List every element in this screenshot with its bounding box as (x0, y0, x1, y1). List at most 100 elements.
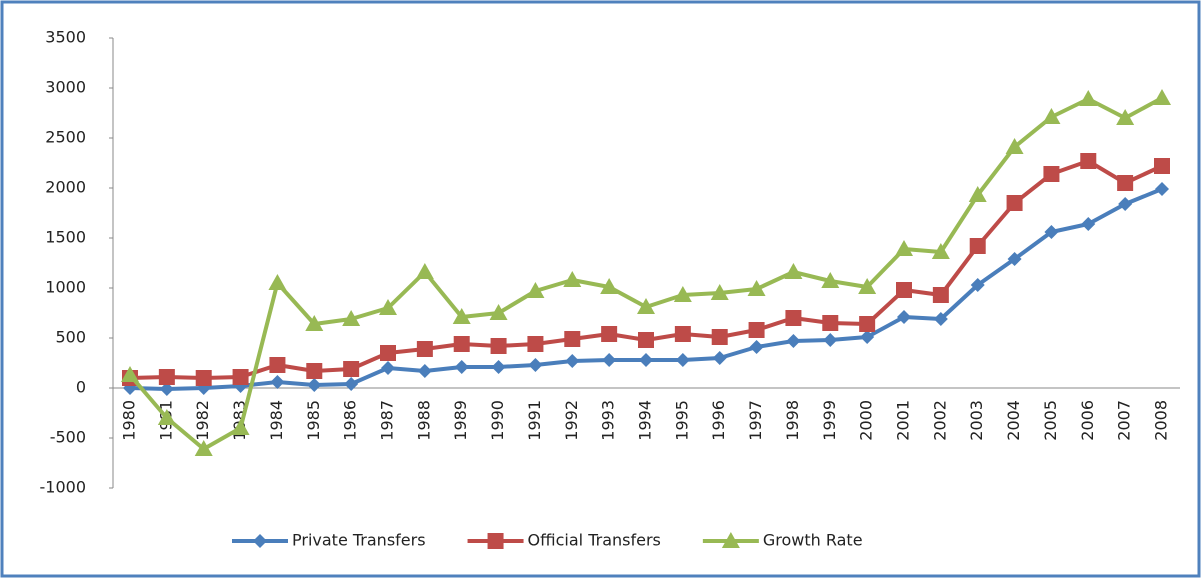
data-point (415, 263, 434, 279)
data-point (307, 378, 322, 392)
data-point (932, 287, 949, 303)
x-tick-label: 1991 (525, 400, 544, 441)
x-tick-label: 1997 (746, 400, 765, 441)
data-point (526, 282, 545, 298)
data-point (931, 243, 950, 259)
data-point (748, 322, 765, 338)
x-tick-label: 1980 (120, 400, 139, 441)
data-point (822, 315, 839, 331)
data-point (344, 377, 359, 391)
data-point (159, 382, 174, 396)
data-point (1006, 195, 1023, 211)
data-point (1044, 225, 1059, 239)
data-point (710, 284, 729, 300)
data-point (564, 331, 581, 347)
x-tick-label: 1985 (304, 400, 323, 441)
y-tick-label: 500 (55, 328, 86, 347)
data-point (232, 369, 249, 385)
x-tick-label: 1996 (709, 400, 728, 441)
data-point (380, 345, 396, 361)
data-point (527, 336, 544, 352)
data-point (786, 334, 801, 348)
legend-label: Official Transfers (528, 531, 661, 550)
data-point (453, 336, 470, 352)
data-point (747, 280, 766, 296)
data-point (858, 278, 877, 294)
y-tick-label: 0 (76, 378, 86, 397)
data-point (1080, 153, 1097, 169)
data-point (859, 316, 876, 332)
y-tick-label: -500 (50, 428, 86, 447)
x-tick-label: 2008 (1152, 400, 1171, 441)
x-tick-label: 1999 (820, 400, 839, 441)
data-point (270, 375, 285, 389)
data-point (416, 341, 433, 357)
x-tick-label: 1990 (488, 400, 507, 441)
x-tick-label: 1993 (599, 400, 618, 441)
data-point (342, 310, 361, 326)
data-point (343, 361, 360, 377)
y-tick-label: 2500 (45, 128, 86, 147)
data-point (637, 298, 655, 314)
data-point (675, 353, 690, 367)
x-tick-label: 1982 (193, 400, 212, 441)
data-point (1081, 217, 1096, 231)
data-point (823, 333, 838, 347)
data-point (489, 304, 508, 320)
legend-marker (253, 534, 267, 548)
data-point (381, 361, 395, 375)
x-tick-label: 2001 (894, 400, 913, 441)
x-tick-label: 1984 (267, 400, 286, 441)
x-tick-label: 1998 (783, 400, 802, 441)
x-tick-label: 2004 (1004, 400, 1023, 441)
data-point (305, 315, 324, 331)
data-point (674, 326, 691, 342)
data-point (452, 308, 471, 324)
data-point (711, 329, 728, 345)
data-point (1154, 158, 1170, 174)
data-point (673, 286, 692, 302)
data-point (749, 340, 764, 354)
data-point (712, 351, 727, 365)
data-point (195, 370, 212, 386)
x-tick-label: 2003 (967, 400, 986, 441)
data-point (306, 363, 323, 379)
data-point (638, 332, 654, 348)
data-point (563, 271, 582, 287)
data-point (379, 299, 397, 315)
data-point (968, 186, 987, 202)
data-point (639, 353, 653, 367)
y-tick-label: -1000 (40, 478, 87, 497)
x-tick-label: 2007 (1115, 400, 1134, 441)
data-point (895, 240, 913, 256)
data-point (268, 274, 287, 290)
data-point (565, 354, 580, 368)
x-tick-label: 2002 (930, 400, 949, 441)
y-tick-label: 1000 (45, 278, 86, 297)
y-tick-label: 3000 (45, 78, 86, 97)
data-point (600, 278, 619, 294)
legend-label: Growth Rate (763, 531, 863, 550)
y-tick-label: 1500 (45, 228, 86, 247)
data-point (860, 330, 875, 344)
data-point (194, 440, 213, 456)
x-tick-label: 2006 (1078, 400, 1097, 441)
data-point (1153, 89, 1171, 105)
data-point (454, 360, 469, 374)
data-point (970, 278, 985, 292)
data-point (231, 419, 250, 435)
data-point (1005, 138, 1024, 154)
data-point (490, 338, 507, 354)
data-point (269, 357, 286, 373)
data-point (1007, 252, 1022, 266)
x-tick-label: 1988 (414, 400, 433, 441)
x-tick-label: 1995 (672, 400, 691, 441)
x-tick-label: 1994 (636, 400, 655, 441)
x-tick-label: 1989 (451, 400, 470, 441)
data-point (897, 310, 911, 324)
data-point (602, 353, 617, 367)
data-point (821, 272, 840, 288)
data-point (491, 360, 506, 374)
